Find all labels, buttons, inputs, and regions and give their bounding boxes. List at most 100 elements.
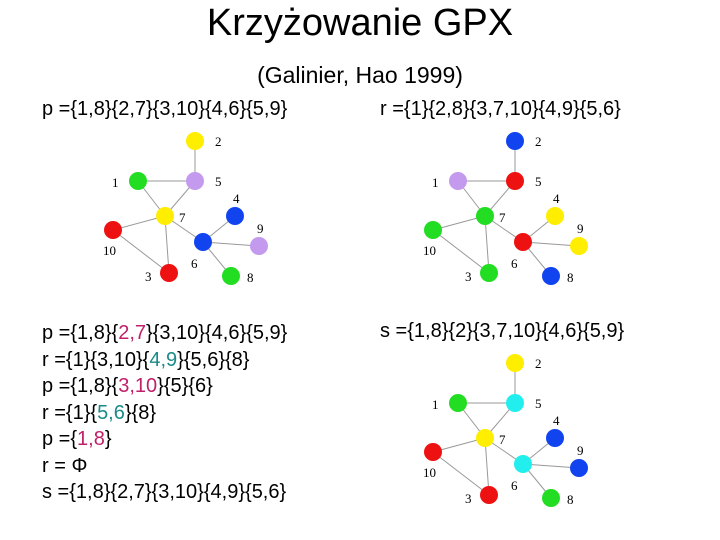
edge-10-3 <box>112 229 170 274</box>
step-line-5: p ={1,8} <box>42 426 287 453</box>
vertex-label-9: 9 <box>577 221 584 236</box>
vertex-1 <box>449 172 467 190</box>
step-3-part-3: }{5}{6} <box>157 375 213 397</box>
vertex-label-10: 10 <box>423 465 436 480</box>
partition-r-label: r ={1}{2,8}{3,7,10}{4,9}{5,6} <box>380 98 621 120</box>
vertex-6 <box>514 455 532 473</box>
step-1-part-1: p ={1,8}{ <box>42 322 119 344</box>
vertex-label-4: 4 <box>553 413 560 428</box>
step-line-4: r ={1}{5,6}{8} <box>42 400 287 427</box>
vertex-6 <box>194 233 212 251</box>
vertex-5 <box>506 394 524 412</box>
crossover-steps: p ={1,8}{2,7}{3,10}{4,6}{5,9} r ={1}{3,10… <box>42 320 287 506</box>
edge-6-9 <box>522 241 580 247</box>
step-1-part-3: }{3,10}{4,6}{5,9} <box>146 322 288 344</box>
vertex-label-5: 5 <box>215 174 222 189</box>
step-line-6: r = Φ <box>42 453 287 480</box>
graph-s: 1 2 3 45 6 7 8 9 10 <box>423 354 588 507</box>
vertex-10 <box>104 221 122 239</box>
step-2-part-2: 4,9 <box>149 348 178 371</box>
partition-p-label: p ={1,8}{2,7}{3,10}{4,6}{5,9} <box>42 98 288 120</box>
vertex-label-2: 2 <box>535 356 542 371</box>
vertex-label-6: 6 <box>511 256 518 271</box>
slide-title: Krzyżowanie GPX <box>206 2 514 44</box>
vertex-8 <box>222 267 240 285</box>
vertex-label-2: 2 <box>215 134 222 149</box>
vertex-label-1: 1 <box>432 175 439 190</box>
step-3-part-2: 3,10 <box>118 375 158 397</box>
vertex-label-5: 5 <box>535 396 542 411</box>
vertex-1 <box>129 172 147 190</box>
step-5-part-2: 1,8 <box>77 428 105 450</box>
step-5-part-3: } <box>104 428 112 450</box>
step-3-part-1: p ={1,8}{ <box>42 375 119 397</box>
vertex-label-7: 7 <box>499 432 506 447</box>
vertex-label-10: 10 <box>423 243 436 258</box>
vertex-label-3: 3 <box>145 269 152 284</box>
edge-10-3 <box>432 451 490 496</box>
vertex-8 <box>542 267 560 285</box>
graph-p: 1 2 3 45 6 7 8 9 10 <box>103 132 268 285</box>
vertex-5 <box>186 172 204 190</box>
step-line-2: r ={1}{3,10}{4,9}{5,6}{8} <box>42 347 287 374</box>
edge-6-9 <box>202 241 260 247</box>
vertex-label-7: 7 <box>179 210 186 225</box>
vertex-9 <box>570 459 588 477</box>
vertex-label-8: 8 <box>567 270 574 285</box>
vertex-label-8: 8 <box>247 270 254 285</box>
edge-7-3 <box>484 437 490 496</box>
vertex-label-3: 3 <box>465 269 472 284</box>
edge-10-3 <box>432 229 490 274</box>
step-4-part-3: }{8} <box>124 401 157 424</box>
step-line-1: p ={1,8}{2,7}{3,10}{4,6}{5,9} <box>42 320 287 347</box>
partition-s-label: s ={1,8}{2}{3,7,10}{4,6}{5,9} <box>380 320 625 342</box>
edge-6-9 <box>522 463 580 469</box>
step-4-part-1: r ={1}{ <box>42 401 98 424</box>
vertex-label-6: 6 <box>191 256 198 271</box>
vertex-3 <box>480 264 498 282</box>
vertex-7 <box>476 429 494 447</box>
vertex-4 <box>546 429 564 447</box>
vertex-2 <box>186 132 204 150</box>
step-4-part-2: 5,6 <box>97 401 125 424</box>
vertex-label-7: 7 <box>499 210 506 225</box>
vertex-label-4: 4 <box>553 191 560 206</box>
vertex-label-9: 9 <box>257 221 264 236</box>
vertex-label-9: 9 <box>577 443 584 458</box>
step-2-part-3: }{5,6}{8} <box>177 348 250 371</box>
vertex-8 <box>542 489 560 507</box>
vertex-2 <box>506 132 524 150</box>
vertex-6 <box>514 233 532 251</box>
slide-subtitle: (Galinier, Hao 1999) <box>257 62 463 88</box>
vertex-label-4: 4 <box>233 191 240 206</box>
vertex-3 <box>160 264 178 282</box>
vertex-label-1: 1 <box>112 175 119 190</box>
vertex-10 <box>424 443 442 461</box>
vertex-9 <box>570 237 588 255</box>
vertex-label-2: 2 <box>535 134 542 149</box>
vertex-5 <box>506 172 524 190</box>
vertex-7 <box>476 207 494 225</box>
vertex-9 <box>250 237 268 255</box>
step-1-part-2: 2,7 <box>118 322 147 344</box>
vertex-4 <box>546 207 564 225</box>
vertex-label-8: 8 <box>567 492 574 507</box>
step-line-7: s ={1,8}{2,7}{3,10}{4,9}{5,6} <box>42 479 287 506</box>
step-7-part-1: s ={1,8}{2,7}{3,10}{4,9}{5,6} <box>42 481 287 503</box>
step-2-part-1: r ={1}{3,10}{ <box>42 348 150 371</box>
vertex-3 <box>480 486 498 504</box>
vertex-2 <box>506 354 524 372</box>
vertex-label-3: 3 <box>465 491 472 506</box>
graph-r: 1 2 3 45 6 7 8 9 10 <box>423 132 588 285</box>
edge-7-3 <box>484 215 490 274</box>
edge-7-3 <box>164 215 170 274</box>
vertex-label-10: 10 <box>103 243 116 258</box>
vertex-10 <box>424 221 442 239</box>
vertex-label-5: 5 <box>535 174 542 189</box>
vertex-1 <box>449 394 467 412</box>
vertex-label-6: 6 <box>511 478 518 493</box>
step-5-part-1: p ={ <box>42 428 78 450</box>
vertex-7 <box>156 207 174 225</box>
vertex-label-1: 1 <box>432 397 439 412</box>
vertex-4 <box>226 207 244 225</box>
